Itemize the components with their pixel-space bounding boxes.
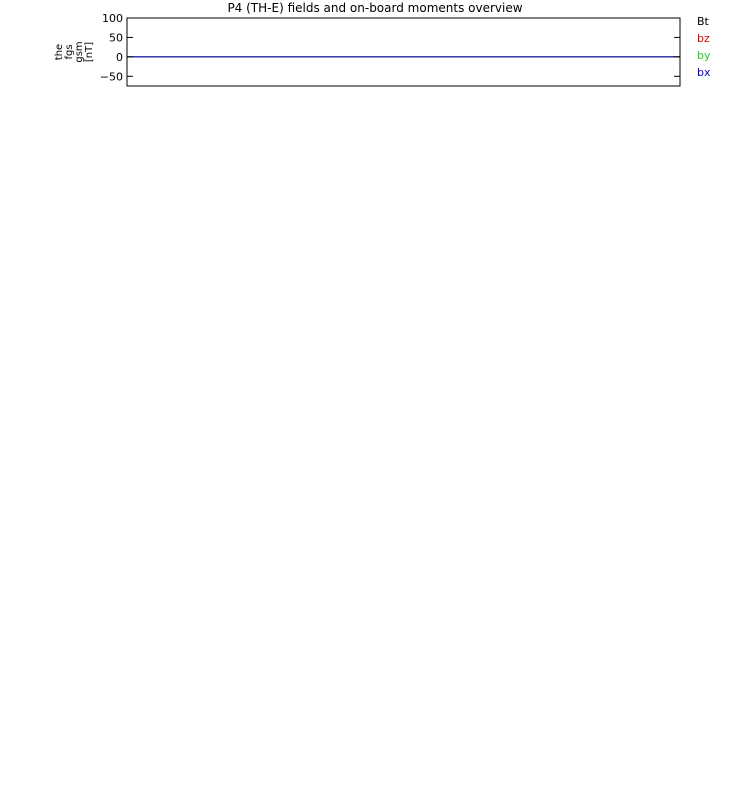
panel-1-legend-bz: bz <box>697 32 710 45</box>
panel-1-legend-by: by <box>697 49 711 62</box>
panel-1-ylabel-line: fgs <box>64 44 75 59</box>
panel-1-legend-Bt: Bt <box>697 15 710 28</box>
panel-1-frame <box>126 17 681 87</box>
panel-1-ylabel-line: the <box>54 44 65 60</box>
panel-1-ytick-label: −50 <box>100 70 123 83</box>
panel-1: Bt bz by bx 100 50 0 −50 the fgs gsm [nT] <box>54 12 711 87</box>
panel-1-ylabel-line: gsm <box>74 41 85 62</box>
panel-1-ytick-label: 100 <box>102 12 123 25</box>
chart-title: P4 (TH-E) fields and on-board moments ov… <box>227 1 522 15</box>
panel-1-legend-bx: bx <box>697 66 711 79</box>
panel-1-ytick-label: 0 <box>116 51 123 64</box>
panel-1-ylabel-line: [nT] <box>84 42 95 62</box>
panel-1-ytick-label: 50 <box>109 31 123 44</box>
